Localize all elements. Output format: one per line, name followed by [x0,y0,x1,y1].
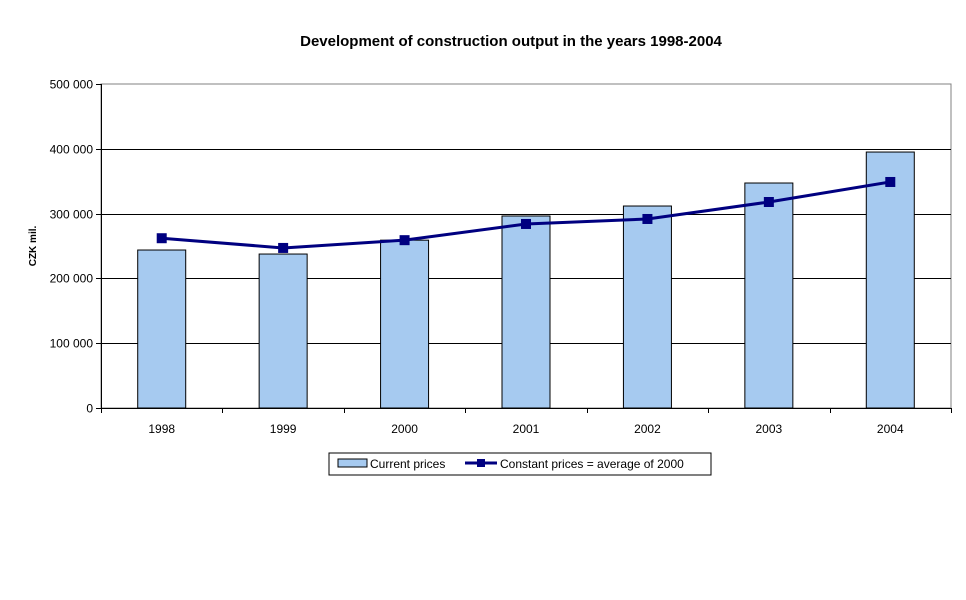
marker-constant-prices-2002 [642,213,653,224]
y-tick-label: 200 000 [50,272,94,286]
bar-current-prices-2001 [501,215,551,409]
marker-constant-prices-2000 [399,235,410,246]
y-tick-label: 300 000 [50,208,94,222]
bar-current-prices-2003 [744,182,794,409]
marker-constant-prices-2004 [885,176,896,187]
marker-constant-prices-2001 [521,218,531,229]
marker-constant-prices-2003 [763,197,774,208]
x-tick-label: 2004 [877,422,904,436]
bar-current-prices-1998 [137,249,187,409]
y-tick-label: 400 000 [50,143,94,157]
marker-constant-prices-1999 [278,242,289,253]
legend-label-current-prices: Current prices [370,457,445,471]
chart-title: Development of construction output in th… [300,33,722,50]
legend: Current prices Constant prices = average… [328,452,712,476]
bar-current-prices-2000 [380,239,430,409]
bar-current-prices-2002 [622,205,672,409]
marker-constant-prices-1998 [156,233,167,244]
y-tick-label: 500 000 [50,78,94,92]
legend-marker-constant-prices [477,459,485,467]
legend-frame [328,452,712,476]
x-tick-label: 1999 [270,422,297,436]
y-axis-label: CZK mil. [28,226,39,267]
x-tick-label: 1998 [148,422,175,436]
legend-swatch-current-prices [337,458,368,468]
y-tick-label: 100 000 [50,337,94,351]
y-tick-label: 0 [86,402,93,416]
plot-area: 0 100 000 200 000 300 000 400 000 500 000 1998… [50,78,952,436]
bar-current-prices-2004 [865,151,915,409]
x-tick-label: 2000 [391,422,418,436]
legend-label-constant-prices: Constant prices = average of 2000 [500,457,684,471]
x-tick-label: 2003 [756,422,783,436]
x-tick-label: 2001 [513,422,540,436]
bar-current-prices-1999 [258,253,308,409]
x-tick-label: 2002 [634,422,661,436]
